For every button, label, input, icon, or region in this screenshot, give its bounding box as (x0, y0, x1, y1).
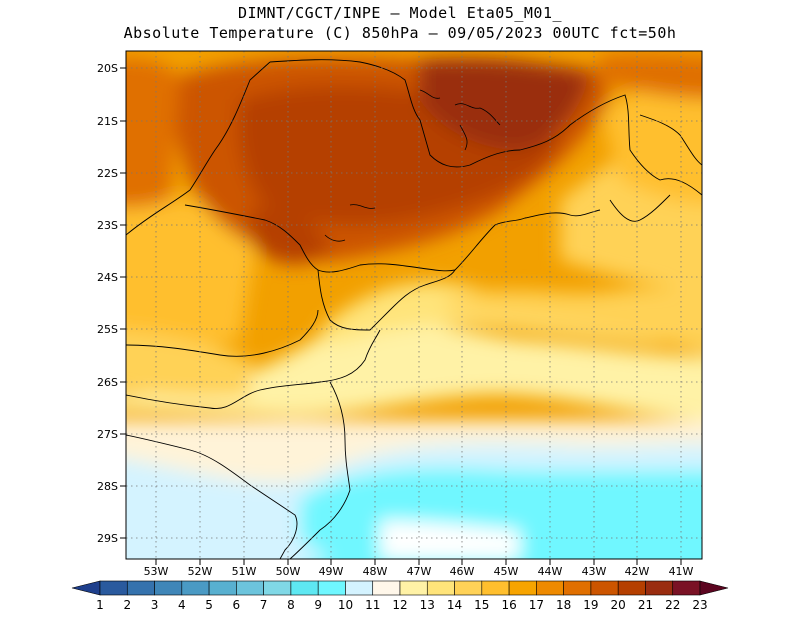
lat-lon-grid (126, 51, 702, 559)
colorbar-label-3: 3 (150, 598, 159, 612)
colorbar-label-12: 12 (392, 598, 408, 612)
colorbar-label-15: 15 (474, 598, 490, 612)
colorbar-label-20: 20 (610, 598, 626, 612)
colorbar-segment-17 (536, 580, 564, 596)
reservoirs (324, 89, 501, 242)
lon-label-52w: 52W (187, 565, 213, 578)
lon-label-43w: 43W (581, 565, 607, 578)
lat-label-28s: 28S (97, 480, 118, 493)
colorbar-label-4: 4 (177, 598, 186, 612)
colorbar-label-7: 7 (259, 598, 268, 612)
colorbar-segment-1 (99, 580, 128, 596)
colorbar-label-19: 19 (583, 598, 599, 612)
lon-label-48w: 48W (362, 565, 388, 578)
colorbar-segment-20 (617, 580, 646, 596)
colorbar-segment-22 (672, 580, 701, 596)
colorbar-label-9: 9 (314, 598, 322, 612)
colorbar-segment-7 (263, 580, 292, 596)
colorbar-segment-18 (563, 580, 592, 596)
colorbar-label-17: 17 (528, 598, 544, 612)
colorbar-segment-19 (590, 580, 619, 596)
colorbar-segment-last (699, 580, 729, 596)
lat-label-27s: 27S (97, 428, 118, 441)
colorbar-segment-5 (208, 580, 237, 596)
lon-label-44w: 44W (537, 565, 563, 578)
colorbar-label-11: 11 (365, 598, 381, 612)
lon-label-51w: 51W (231, 565, 257, 578)
colorbar-label-18: 18 (555, 598, 572, 612)
lon-label-42w: 42W (624, 565, 650, 578)
chart-title-line2: Absolute Temperature (C) 850hPa — 09/05/… (123, 24, 677, 42)
colorbar-label-16: 16 (501, 598, 517, 612)
colorbar-label-13: 13 (419, 598, 435, 612)
lon-label-41w: 41W (668, 565, 694, 578)
colorbar-segment-10 (345, 580, 374, 596)
colorbar-segment-11 (372, 580, 401, 596)
lon-label-50w: 50W (275, 565, 301, 578)
colorbar-segment-8 (290, 580, 319, 596)
lon-label-53w: 53W (143, 565, 169, 578)
colorbar-segment-15 (481, 580, 510, 596)
colorbar-segment-6 (236, 580, 264, 596)
lat-label-24s: 24S (97, 271, 118, 284)
colorbar-label-2: 2 (123, 598, 132, 612)
lon-label-46w: 46W (449, 565, 475, 578)
colorbar-label-6: 6 (232, 598, 241, 612)
lat-label-22s: 22S (97, 167, 118, 180)
colorbar-label-8: 8 (287, 598, 295, 612)
temperature-field (126, 51, 702, 559)
colorbar-segment-21 (645, 580, 674, 596)
lat-label-26s: 26S (97, 376, 118, 389)
colorbar-label-23: 23 (692, 598, 708, 612)
colorbar-segment-4 (181, 580, 210, 596)
lat-label-20s: 20S (97, 62, 118, 75)
colorbar-segment-9 (317, 580, 346, 596)
colorbar-segment-13 (426, 580, 455, 596)
map-frame (125, 50, 703, 560)
lon-label-47w: 47W (406, 565, 432, 578)
colorbar-label-14: 14 (446, 598, 463, 612)
axis-ticks (120, 67, 682, 565)
lat-label-25s: 25S (97, 323, 118, 336)
colorbar-segment-14 (454, 580, 483, 596)
chart-title-line1: DIMNT/CGCT/INPE — Model Eta05_M01_ (237, 4, 563, 22)
colorbar-label-1: 1 (96, 598, 104, 612)
colorbar-segment-2 (126, 580, 155, 596)
colorbar-segment-3 (154, 580, 183, 596)
colorbar-label-21: 21 (637, 598, 654, 612)
colorbar-segment-12 (399, 580, 428, 596)
lon-label-45w: 45W (493, 565, 519, 578)
colorbar-label-5: 5 (205, 598, 213, 612)
lat-label-23s: 23S (97, 219, 118, 232)
colorbar-segment-16 (508, 580, 537, 596)
colorbar-label-22: 22 (665, 598, 681, 612)
lat-label-21s: 21S (97, 115, 118, 128)
colorbar-segment-0 (71, 580, 101, 596)
colorbar (71, 580, 729, 596)
coastline-borders (126, 59, 702, 559)
colorbar-label-10: 10 (337, 598, 354, 612)
lat-label-29s: 29S (97, 532, 118, 545)
lon-label-49w: 49W (318, 565, 344, 578)
